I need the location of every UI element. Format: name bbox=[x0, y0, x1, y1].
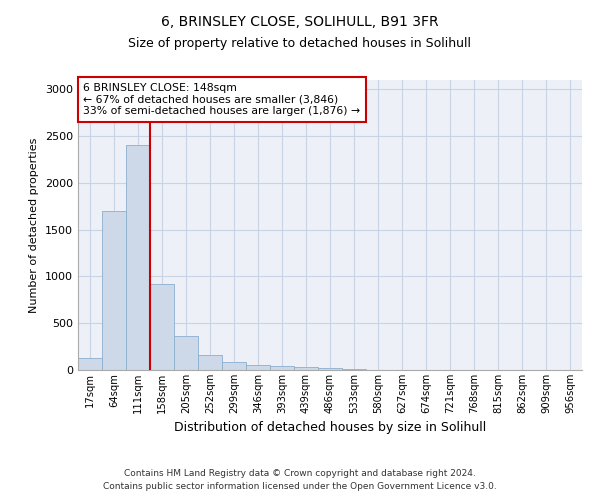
Bar bbox=[270, 366, 294, 370]
Text: Size of property relative to detached houses in Solihull: Size of property relative to detached ho… bbox=[128, 38, 472, 51]
Bar bbox=[78, 358, 102, 370]
Bar bbox=[246, 365, 270, 370]
X-axis label: Distribution of detached houses by size in Solihull: Distribution of detached houses by size … bbox=[174, 422, 486, 434]
Text: Contains HM Land Registry data © Crown copyright and database right 2024.: Contains HM Land Registry data © Crown c… bbox=[124, 468, 476, 477]
Y-axis label: Number of detached properties: Number of detached properties bbox=[29, 138, 40, 312]
Bar bbox=[222, 362, 246, 370]
Bar bbox=[126, 146, 150, 370]
Bar bbox=[174, 336, 198, 370]
Text: 6 BRINSLEY CLOSE: 148sqm
← 67% of detached houses are smaller (3,846)
33% of sem: 6 BRINSLEY CLOSE: 148sqm ← 67% of detach… bbox=[83, 83, 360, 116]
Bar bbox=[318, 368, 342, 370]
Bar bbox=[342, 369, 366, 370]
Bar bbox=[150, 284, 174, 370]
Text: Contains public sector information licensed under the Open Government Licence v3: Contains public sector information licen… bbox=[103, 482, 497, 491]
Bar bbox=[294, 366, 318, 370]
Bar bbox=[102, 211, 126, 370]
Bar bbox=[198, 354, 222, 370]
Text: 6, BRINSLEY CLOSE, SOLIHULL, B91 3FR: 6, BRINSLEY CLOSE, SOLIHULL, B91 3FR bbox=[161, 15, 439, 29]
